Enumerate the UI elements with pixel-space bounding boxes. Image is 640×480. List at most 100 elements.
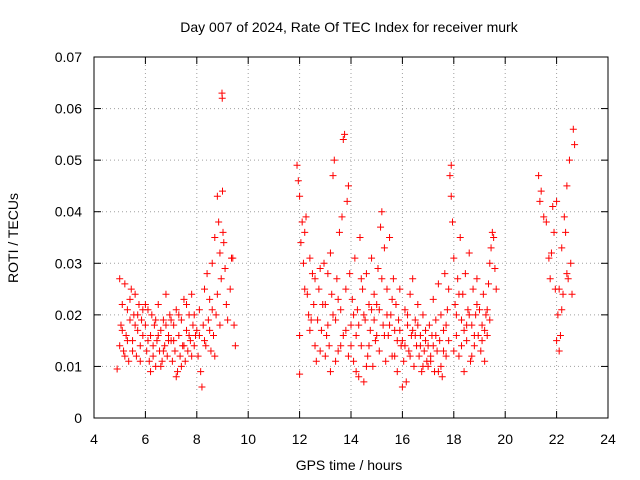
data-point [212,311,220,319]
data-point [301,285,309,293]
data-point [437,311,445,319]
data-point [145,357,153,365]
data-point [420,347,428,355]
data-point [375,347,383,355]
data-point [409,326,417,334]
data-point [481,357,489,365]
data-point [451,301,459,309]
data-point [560,213,568,221]
data-point [199,321,207,329]
data-point [129,347,137,355]
data-point [343,197,351,205]
y-axis-label: ROTI / TECUs [5,193,21,283]
data-point [161,342,169,350]
data-point [547,249,555,257]
data-point [360,311,368,319]
data-point [440,326,448,334]
data-point [370,316,378,324]
data-point [380,244,388,252]
data-point [141,301,149,309]
data-point [351,254,359,262]
data-point [139,331,147,339]
data-point [342,285,350,293]
data-point [481,326,489,334]
data-point [488,228,496,236]
data-point [344,352,352,360]
data-point [158,357,166,365]
data-point [553,197,561,205]
data-point [429,295,437,303]
data-point [324,321,332,329]
data-point [556,331,564,339]
data-point [208,259,216,267]
data-point [123,306,131,314]
data-point [134,311,142,319]
y-tick-label: 0.04 [55,204,82,220]
data-point [452,311,460,319]
data-point [207,347,215,355]
x-tick-label: 24 [600,431,616,447]
data-point [190,342,198,350]
data-point [123,337,131,345]
data-point [194,352,202,360]
data-point [463,337,471,345]
data-point [329,172,337,180]
data-point [144,337,152,345]
data-point [193,326,201,334]
data-point [189,321,197,329]
data-point [121,280,129,288]
data-point [159,316,167,324]
data-point [218,94,226,102]
data-point [369,362,377,370]
data-point [118,326,126,334]
data-point [442,321,450,329]
data-point [298,218,306,226]
data-point [490,234,498,241]
data-point [311,342,319,350]
data-point [113,365,121,373]
data-point [447,192,455,200]
data-point [473,275,481,283]
data-point [172,373,180,381]
data-point [350,311,358,319]
data-point [175,331,183,339]
data-point [162,321,170,329]
x-tick-label: 14 [343,431,359,447]
data-point [391,352,399,360]
data-point [427,352,435,360]
data-point [219,228,227,236]
data-point [540,213,548,221]
data-point [414,301,422,309]
data-point [294,177,302,185]
y-tick-label: 0.03 [55,255,82,271]
data-point [445,337,453,345]
data-point [482,311,490,319]
data-point [441,270,449,278]
data-point [163,352,171,360]
data-point [402,378,410,386]
data-point [386,321,394,329]
data-point [125,357,133,365]
data-point [118,301,126,309]
data-point [546,275,554,283]
data-point [326,368,334,376]
data-point [190,311,198,319]
data-point [450,254,458,262]
data-point [487,244,495,252]
data-point [122,331,130,339]
x-axis-ticks: 4 6 8 10 12 14 16 18 20 22 24 [90,57,616,447]
data-point [153,337,161,345]
data-point [184,347,192,355]
data-point [406,290,414,298]
data-point [211,234,219,241]
data-point [198,383,206,391]
data-point [201,285,209,293]
data-point [116,275,124,283]
data-point [195,331,203,339]
data-point [563,270,571,278]
data-point [166,311,174,319]
data-point [320,259,328,267]
data-point [486,316,494,324]
data-point [355,373,363,381]
